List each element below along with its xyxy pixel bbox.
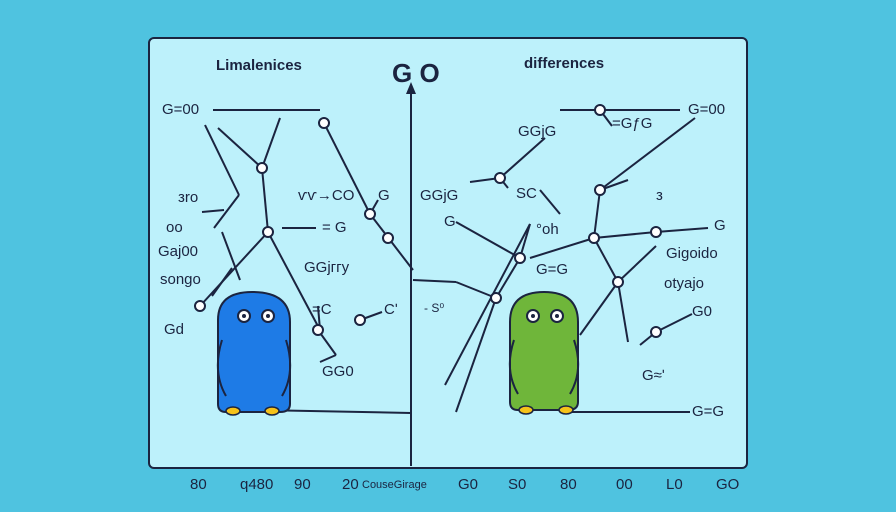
right-label: =GƒG [612, 115, 653, 132]
center-axis-arrow [406, 82, 416, 94]
right-label: °oh [536, 221, 559, 238]
left-label: зro [178, 189, 199, 206]
right-label: GGjG [420, 187, 459, 204]
diagram-panel [148, 37, 748, 469]
right-nodes [490, 104, 662, 338]
bottom-axis-label: 80 [190, 476, 207, 493]
right-label: G0 [692, 303, 713, 320]
right-label: GGjG [518, 123, 557, 140]
right-title: differences [524, 55, 605, 72]
left-label: G=00 [162, 101, 200, 118]
right-label: G=00 [688, 101, 726, 118]
left-nodes [194, 117, 394, 336]
left-label: GGjггу [304, 259, 350, 276]
green-character [508, 290, 580, 415]
bottom-axis-label: S0 [508, 476, 527, 493]
left-title: Limalenices [216, 57, 302, 74]
left-label: oo [166, 219, 183, 236]
right-label: G≈ʹ [642, 367, 665, 384]
right-label: SC [516, 185, 537, 202]
blue-character [216, 290, 292, 416]
center-title: G O [392, 58, 440, 88]
right-label: G [444, 213, 456, 230]
left-label: songo [160, 271, 201, 288]
bottom-axis-label: CouseGirage [362, 479, 427, 491]
bottom-axis-label: L0 [666, 476, 683, 493]
left-label: =C [312, 301, 332, 318]
left-label: G [378, 187, 390, 204]
bottom-axis-label: GO [716, 476, 740, 493]
right-label: G=G [536, 261, 569, 278]
right-label: - S⁰ [424, 301, 445, 315]
right-label: G=G [692, 403, 725, 420]
right-label: Gigoido [666, 245, 718, 262]
right-label: otyajo [664, 275, 705, 292]
bottom-axis-label: 80 [560, 476, 577, 493]
bottom-axis-label: 90 [294, 476, 311, 493]
left-label: Gd [164, 321, 185, 338]
bottom-axis-label: 20 [342, 476, 359, 493]
left-label: ѵѵ→CO [298, 187, 355, 204]
left-label: = G [322, 219, 347, 236]
bottom-axis-label: 00 [616, 476, 633, 493]
left-label: GG0 [322, 363, 354, 380]
bottom-axis-label: q480 [240, 476, 274, 493]
right-label: G [714, 217, 726, 234]
left-label: Cʹ [384, 301, 398, 318]
right-label: з [656, 187, 663, 204]
left-label: Gaj00 [158, 243, 199, 260]
bottom-axis-label: G0 [458, 476, 479, 493]
right-network [412, 109, 709, 413]
